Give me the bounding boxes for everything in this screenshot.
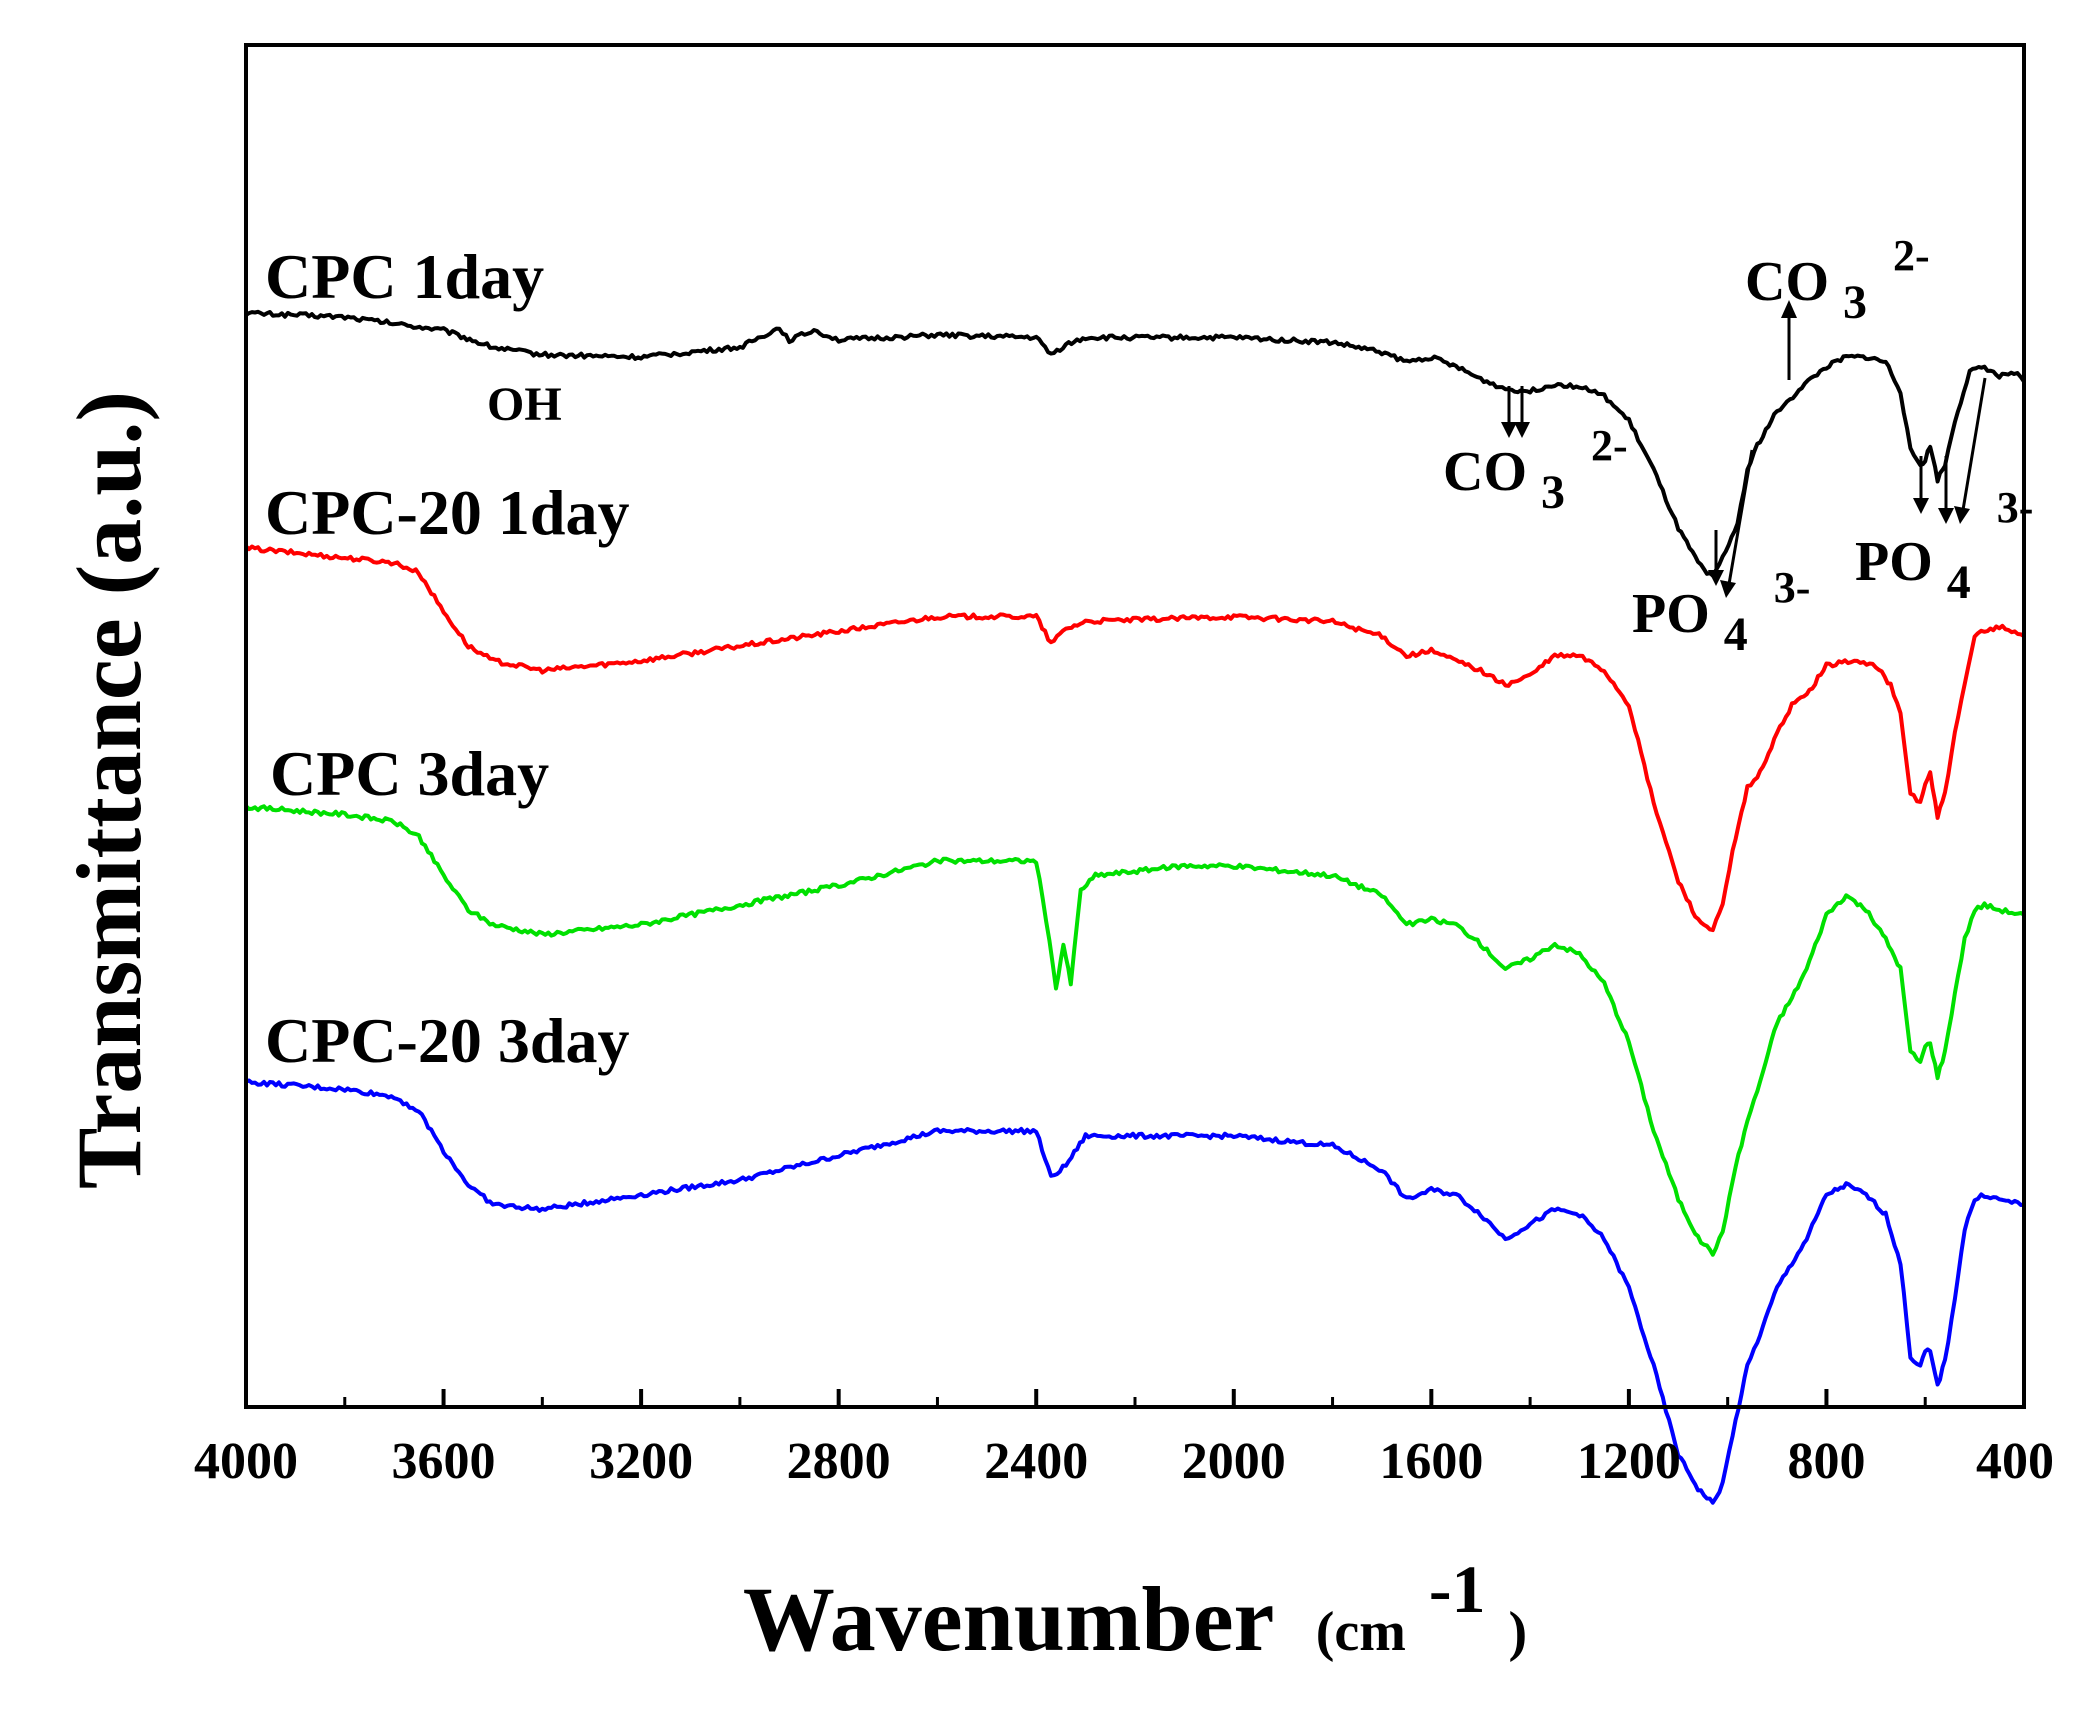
arrowhead-po4-560 [1954,506,1970,524]
oh-label: OH [487,378,562,431]
series-line-cpc-20-3day [245,1078,2025,1505]
arrowhead-po4-1040 [1708,570,1724,586]
band-annotations: OH CO 3 2- CO 3 2- PO 4 3- PO 4 3- [487,231,2033,663]
co3-label-1400-sup: 2- [1591,421,1628,470]
po4-label-1030-sup: 3- [1774,563,1811,612]
series-label-cpc-1day: CPC 1day [265,241,544,312]
po4-label-600-sub: 4 [1947,556,1971,609]
arrowhead-co3-1410-b [1514,422,1530,438]
x-tick-label-1600: 1600 [1379,1433,1483,1490]
x-axis-unit-prefix: (cm [1316,1601,1406,1663]
curves-layer [244,309,2026,1505]
x-axis-title-text: Wavenumber [743,1568,1273,1670]
x-tick-label-3200: 3200 [589,1433,693,1490]
x-tick-label-4000: 4000 [194,1433,298,1490]
arrowhead-co3-870 [1781,300,1797,318]
x-tick-label-2000: 2000 [1182,1433,1286,1490]
x-ticks [244,1389,2026,1407]
arrow-po4-560 [1960,377,1987,517]
arrow-po4-1000 [1726,449,1754,591]
x-tick-label-2400: 2400 [984,1433,1088,1490]
co3-label-1400: CO 3 2- [1443,421,1628,521]
x-tick-label-3600: 3600 [392,1433,496,1490]
co3-label-870-sup: 2- [1893,231,1930,280]
series-line-cpc-1day [244,309,2026,578]
arrowhead-co3-1410-a [1501,422,1517,438]
x-tick-label-800: 800 [1787,1433,1865,1490]
x-axis-title: Wavenumber (cm -1 ) [743,1530,1527,1670]
po4-label-1030-sub: 4 [1724,608,1748,661]
co3-label-1400-base: CO [1443,441,1527,503]
x-tick-label-400: 400 [1976,1433,2054,1490]
series-label-cpc-3day: CPC 3day [270,738,549,809]
co3-label-870-base: CO [1745,251,1829,313]
x-tick-labels: 4000 3600 3200 2800 2400 2000 1600 1200 800 400 [194,1433,2054,1490]
co3-label-1400-sub: 3 [1541,466,1565,519]
po4-label-1030: PO 4 3- [1632,563,1810,663]
po4-label-1030-base: PO [1632,583,1710,645]
x-axis-unit-sup: -1 [1429,1551,1486,1627]
y-axis-title: Transmittance (a.u.) [58,391,160,1189]
po4-label-600-sup: 3- [1997,483,2034,532]
series-labels: CPC 1day CPC-20 1day CPC 3day CPC-20 3day [265,241,629,1076]
arrowhead-po4-575 [1938,508,1954,524]
x-tick-label-1200: 1200 [1577,1433,1681,1490]
co3-label-870-sub: 3 [1843,276,1867,329]
annotation-arrows [1501,300,1987,598]
po4-label-600-base: PO [1855,531,1933,593]
series-line-cpc-20-1day [244,544,2026,933]
arrowhead-po4-1000 [1720,580,1736,598]
series-line-cpc-3day [244,804,2026,1257]
series-label-cpc-20-1day: CPC-20 1day [265,477,629,548]
co3-label-870: CO 3 2- [1745,231,1930,331]
series-label-cpc-20-3day: CPC-20 3day [265,1005,629,1076]
arrowhead-po4-605 [1913,498,1929,514]
x-axis-unit-suffix: ) [1509,1601,1528,1663]
po4-label-600: PO 4 3- [1855,483,2033,611]
x-tick-label-2800: 2800 [787,1433,891,1490]
